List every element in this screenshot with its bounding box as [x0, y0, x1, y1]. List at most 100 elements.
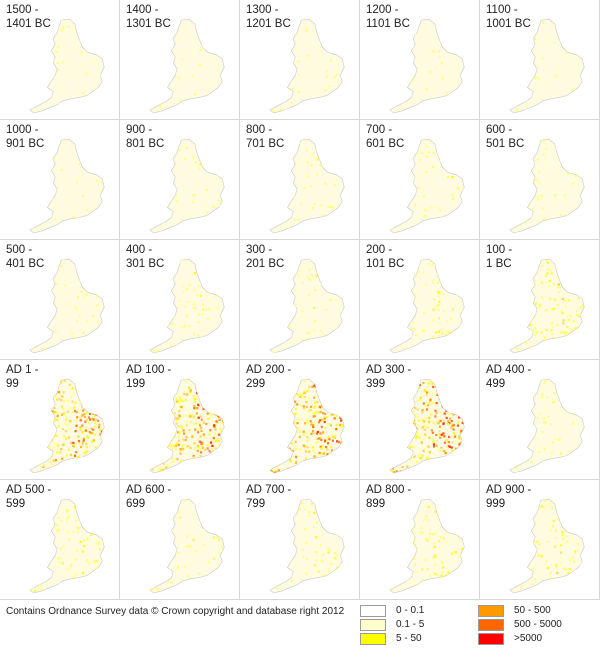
- map-outline: [509, 378, 585, 474]
- period-label: 1200 - 1101 BC: [366, 4, 410, 30]
- map-panel: 700 - 601 BC: [360, 120, 480, 240]
- map-outline: [389, 498, 465, 594]
- england-map: [149, 378, 225, 474]
- legend-label: 500 - 5000: [514, 619, 562, 630]
- map-panel: 1400 - 1301 BC: [120, 0, 240, 120]
- period-label: AD 200 - 299: [246, 364, 292, 390]
- map-panel: 300 - 201 BC: [240, 240, 360, 360]
- map-panel: 900 - 801 BC: [120, 120, 240, 240]
- england-map: [149, 18, 225, 114]
- period-label: 300 - 201 BC: [246, 244, 285, 270]
- period-label: 100 - 1 BC: [486, 244, 513, 270]
- map-outline: [509, 138, 585, 234]
- england-map: [509, 378, 585, 474]
- map-panel: 100 - 1 BC: [480, 240, 600, 360]
- map-outline: [149, 258, 225, 354]
- period-label: 400 - 301 BC: [126, 244, 165, 270]
- map-panel: 200 - 101 BC: [360, 240, 480, 360]
- period-label: 1400 - 1301 BC: [126, 4, 171, 30]
- period-label: 1000 - 901 BC: [6, 124, 45, 150]
- england-map: [149, 138, 225, 234]
- map-outline: [509, 18, 585, 114]
- period-label: 1500 - 1401 BC: [6, 4, 51, 30]
- map-panel: 1100 - 1001 BC: [480, 0, 600, 120]
- period-label: 700 - 601 BC: [366, 124, 405, 150]
- period-label: 600 - 501 BC: [486, 124, 525, 150]
- map-panel: AD 300 - 399: [360, 360, 480, 480]
- legend-swatch: [360, 619, 386, 631]
- period-label: 1100 - 1001 BC: [486, 4, 531, 30]
- map-outline: [149, 18, 225, 114]
- map-outline: [29, 18, 105, 114]
- legend-label: >5000: [514, 633, 543, 644]
- legend-swatch: [360, 605, 386, 617]
- legend-swatch: [360, 633, 386, 645]
- england-map: [269, 18, 345, 114]
- map-panel: AD 400 - 499: [480, 360, 600, 480]
- england-map: [149, 498, 225, 594]
- england-map: [269, 138, 345, 234]
- map-panel: AD 1 - 99: [0, 360, 120, 480]
- map-outline: [269, 138, 345, 234]
- england-map: [29, 138, 105, 234]
- map-outline: [269, 498, 345, 594]
- legend-label: 0.1 - 5: [396, 619, 425, 630]
- period-label: AD 500 - 599: [6, 484, 52, 510]
- period-label: 800 - 701 BC: [246, 124, 285, 150]
- footer: Contains Ordnance Survey data © Crown co…: [0, 600, 600, 649]
- england-map: [29, 498, 105, 594]
- england-map: [269, 378, 345, 474]
- england-map: [389, 18, 465, 114]
- period-label: AD 800 - 899: [366, 484, 412, 510]
- england-map: [29, 378, 105, 474]
- legend-label: 5 - 50: [396, 633, 422, 644]
- map-outline: [149, 138, 225, 234]
- period-label: AD 100 - 199: [126, 364, 172, 390]
- map-panel: 1000 - 901 BC: [0, 120, 120, 240]
- england-map: [509, 258, 585, 354]
- legend-label: 0 - 0.1: [396, 605, 425, 616]
- map-panel: 600 - 501 BC: [480, 120, 600, 240]
- map-outline: [389, 258, 465, 354]
- england-map: [29, 258, 105, 354]
- england-map: [389, 378, 465, 474]
- england-map: [269, 258, 345, 354]
- period-label: 900 - 801 BC: [126, 124, 165, 150]
- legend-label: 50 - 500: [514, 605, 551, 616]
- map-outline: [29, 258, 105, 354]
- map-panel: 800 - 701 BC: [240, 120, 360, 240]
- period-label: 200 - 101 BC: [366, 244, 405, 270]
- map-panel: AD 700 - 799: [240, 480, 360, 600]
- map-outline: [29, 378, 105, 474]
- england-map: [509, 18, 585, 114]
- map-outline: [509, 498, 585, 594]
- legend-swatch: [478, 605, 504, 617]
- copyright-credit: Contains Ordnance Survey data © Crown co…: [6, 606, 345, 617]
- map-outline: [389, 18, 465, 114]
- map-panel: AD 600 - 699: [120, 480, 240, 600]
- map-panel: AD 200 - 299: [240, 360, 360, 480]
- map-panel: AD 100 - 199: [120, 360, 240, 480]
- map-outline: [269, 18, 345, 114]
- period-label: AD 600 - 699: [126, 484, 172, 510]
- map-outline: [29, 498, 105, 594]
- map-panel: 1300 - 1201 BC: [240, 0, 360, 120]
- england-map: [269, 498, 345, 594]
- england-map: [149, 258, 225, 354]
- map-grid: 1500 - 1401 BC 1400 - 1301 BC 1300 - 1201 …: [0, 0, 600, 600]
- period-label: AD 1 - 99: [6, 364, 39, 390]
- period-label: 1300 - 1201 BC: [246, 4, 291, 30]
- map-panel: AD 800 - 899: [360, 480, 480, 600]
- legend-swatch: [478, 619, 504, 631]
- period-label: AD 700 - 799: [246, 484, 292, 510]
- england-map: [389, 498, 465, 594]
- england-map: [389, 138, 465, 234]
- england-map: [509, 138, 585, 234]
- map-panel: 400 - 301 BC: [120, 240, 240, 360]
- period-label: 500 - 401 BC: [6, 244, 45, 270]
- period-label: AD 400 - 499: [486, 364, 532, 390]
- england-map: [509, 498, 585, 594]
- period-label: AD 900 - 999: [486, 484, 532, 510]
- map-panel: 1200 - 1101 BC: [360, 0, 480, 120]
- england-map: [29, 18, 105, 114]
